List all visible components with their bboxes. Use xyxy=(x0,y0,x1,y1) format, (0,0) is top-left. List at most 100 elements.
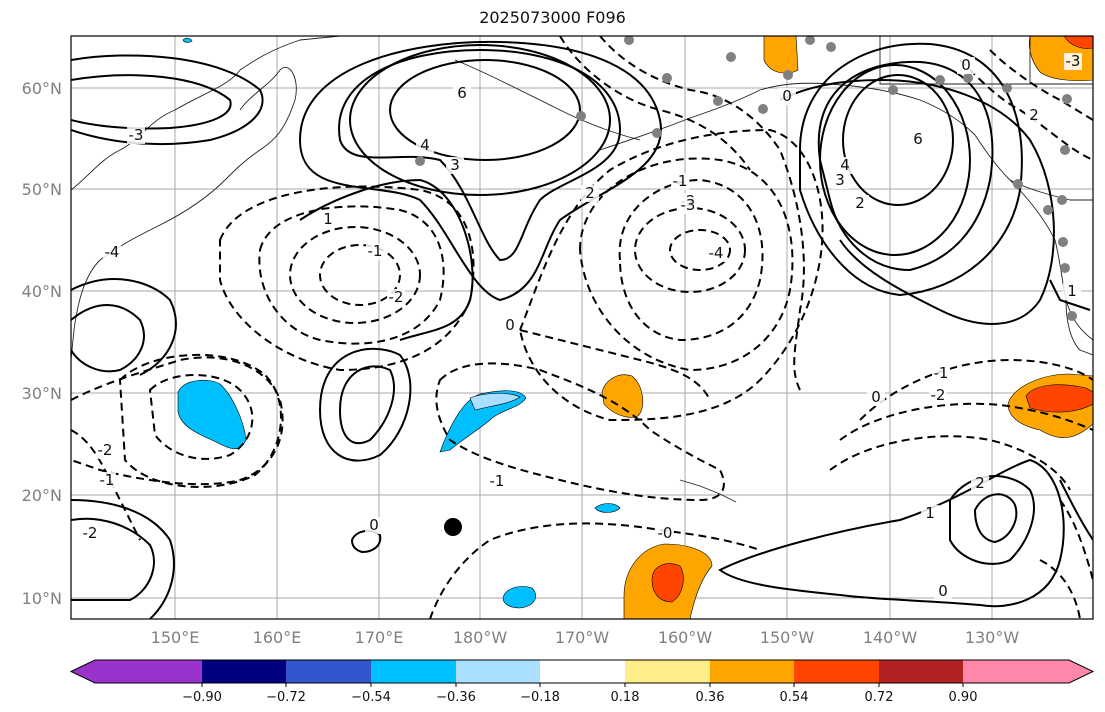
coast-hawaii xyxy=(679,479,737,503)
anomaly-orange-mid xyxy=(601,374,644,418)
longitude-tick-label: 150°E xyxy=(151,628,200,647)
contour-label: -1 xyxy=(673,172,688,190)
contour-label-bg xyxy=(1025,107,1043,124)
anomaly-blue-south xyxy=(502,586,536,609)
station-dot xyxy=(1043,205,1053,215)
colorbar xyxy=(69,659,1095,684)
coast-nw-canada xyxy=(879,36,1093,85)
contour-low-mid-0 xyxy=(318,347,412,462)
station-dot xyxy=(826,42,836,52)
contour-label-bg xyxy=(453,85,471,102)
coast-kamchatka-siberia xyxy=(71,36,341,191)
contour-labels: 643210-1-2-3-464320-1-2-3-4120-1-20-1-22… xyxy=(81,52,1082,600)
longitude-tick-label: 130°W xyxy=(965,628,1020,647)
contour-label-bg xyxy=(934,583,952,600)
contour-label-bg xyxy=(81,525,99,542)
colorbar-tick-label: −0.72 xyxy=(266,690,306,705)
coast-us-west xyxy=(1065,299,1093,356)
coast-kamchatka xyxy=(224,67,297,181)
colorbar-swatch xyxy=(710,660,794,683)
contour-small-zero xyxy=(350,529,382,554)
colorbar-outline xyxy=(69,659,1095,684)
station-dot xyxy=(783,70,793,80)
station-dot xyxy=(1062,94,1072,104)
contour-label-bg xyxy=(909,131,927,148)
contour-zero-ne xyxy=(779,78,1055,325)
contour-high-gulf-2 xyxy=(799,42,1023,297)
contour-label-bg xyxy=(488,473,506,490)
contour-label-bg xyxy=(707,245,725,262)
contour-low-west-a xyxy=(319,244,401,306)
contour-label-bg xyxy=(446,157,464,174)
contour-label: 4 xyxy=(420,136,430,154)
contour-label: -2 xyxy=(931,386,946,404)
station-dot xyxy=(888,85,898,95)
station-dot xyxy=(662,73,672,83)
contour-se-edge xyxy=(1059,479,1093,541)
contour-east-1 xyxy=(1049,279,1091,311)
contour-sw-1 xyxy=(71,517,155,601)
station-dot xyxy=(1058,237,1068,247)
contour-ne-dash-4 xyxy=(989,49,1093,121)
contour-label: 0 xyxy=(369,516,379,534)
contour-label: 3 xyxy=(835,171,845,189)
contour-label-bg xyxy=(103,244,121,261)
contour-sw-0 xyxy=(71,499,175,619)
contour-high-gulf-6 xyxy=(842,74,954,206)
longitude-tick-label: 140°W xyxy=(863,628,918,647)
contour-label: 0 xyxy=(871,388,881,406)
contour-central-m1 xyxy=(435,362,725,502)
contour-label: -2 xyxy=(83,524,98,542)
colorbar-swatch xyxy=(71,660,202,683)
contour-sw-dash-1 xyxy=(71,429,141,541)
contour-se-dash-1 xyxy=(1059,499,1093,581)
colorbar-tick-label: 0.54 xyxy=(780,690,809,705)
contour-label-bg xyxy=(387,289,405,306)
latitude-tick-label: 60°N xyxy=(22,79,62,98)
anomaly-red-south xyxy=(651,563,684,603)
contour-label: -1 xyxy=(490,472,505,490)
contour-high-central-6 xyxy=(389,59,581,161)
contour-high-central-4 xyxy=(349,44,611,196)
colorbar-tick-label: −0.90 xyxy=(182,690,222,705)
station-dot xyxy=(758,104,768,114)
contour-label-bg xyxy=(971,475,989,492)
contour-label-bg xyxy=(851,195,869,212)
colorbar-swatch xyxy=(286,660,371,683)
contour-label-bg xyxy=(921,505,939,522)
coast-japan-kuril xyxy=(71,179,226,361)
longitude-tick-labels: 150°E 160°E 170°E 180°W 170°W 160°W 150°W 140°W… xyxy=(151,628,1020,647)
contour-high-gulf-3 xyxy=(817,60,994,272)
contour-label-bg xyxy=(96,442,114,459)
latitude-tick-label: 10°N xyxy=(22,589,62,608)
coast-aleutians xyxy=(454,59,641,141)
contour-east-lows-1 xyxy=(859,358,1093,421)
storm-center-marker xyxy=(444,518,462,536)
station-dot xyxy=(1013,179,1023,189)
station-dot xyxy=(652,128,662,138)
contour-label-bg xyxy=(656,525,674,542)
anomaly-lightblue-central xyxy=(469,393,521,411)
longitude-tick-label: 160°E xyxy=(253,628,302,647)
contour-label: 0 xyxy=(961,56,971,74)
contour-south-0 xyxy=(429,522,761,619)
contour-label-bg xyxy=(831,172,849,189)
contour-label: 0 xyxy=(938,582,948,600)
shaded-anomalies xyxy=(177,36,1093,619)
contour-label: -2 xyxy=(98,441,113,459)
colorbar-tick-label: 0.72 xyxy=(865,690,894,705)
contour-label-bg xyxy=(867,389,885,406)
station-dot xyxy=(624,36,634,45)
contour-se-2 xyxy=(973,493,1018,544)
contour-label-bg xyxy=(127,127,145,144)
contour-low-central-4 xyxy=(669,229,731,271)
contour-label: -3 xyxy=(129,126,144,144)
anomaly-blue-tiny-south xyxy=(594,503,621,513)
station-dot xyxy=(576,111,586,121)
contour-high-central-3 xyxy=(338,48,622,262)
colorbar-tick-labels: −0.90 −0.72 −0.54 −0.36 −0.18 0.18 0.36 0.54 0.7… xyxy=(182,683,977,705)
station-dot xyxy=(713,96,723,106)
contour-east-lows-2 xyxy=(839,402,1093,441)
contour-central-0 xyxy=(518,128,824,422)
contour-central-m2 xyxy=(519,329,711,401)
